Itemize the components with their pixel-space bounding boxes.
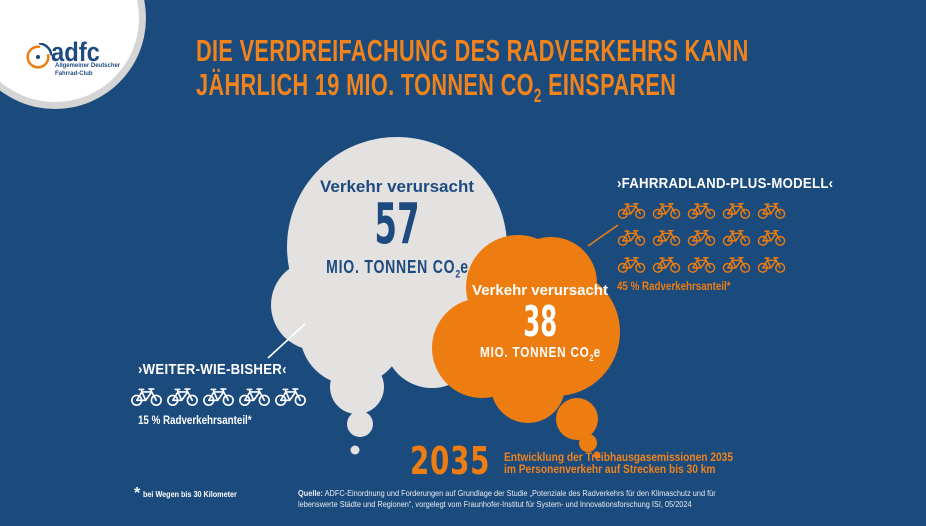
bicycle-icon [652,227,681,247]
right-pointer-line [587,224,619,247]
orange-thought-bubble [432,235,620,459]
year-callout: 2035 [410,439,491,483]
source-note: Quelle: ADFC-Einordnung und Forderungen … [298,489,716,509]
gray-thought-bubble [271,137,507,455]
orange-bubble-label: Verkehr verursacht [472,282,608,299]
bicycle-icon [652,254,681,274]
bicycle-icon [722,200,751,220]
bicycle-icon [617,200,646,220]
bicycle-icon [722,254,751,274]
scenario-right-bike-grid [617,200,789,274]
orange-bubble-value: 38 [523,297,557,346]
bicycle-icon [617,254,646,274]
year-description: Entwicklung der Treibhausgasemissionen 2… [504,450,734,476]
gray-bubble-unit: MIO. TONNEN CO2e [325,257,469,281]
wheel-icon [26,43,52,69]
source-label: Quelle: [298,489,323,498]
bicycle-icon [274,385,307,407]
bicycle-icon [757,200,786,220]
title-line-2: JÄHRLICH 19 MIO. TONNEN CO2 EINSPAREN [196,67,677,108]
co2-subscript: 2 [589,353,594,363]
bicycle-icon [238,385,271,407]
scenario-fahrradland-plus-modell: ›FAHRRADLAND-PLUS-MODELL‹ 45 % Radverkeh… [617,175,834,293]
gray-bubble-content: Verkehr verursacht 57 MIO. TONNEN CO2e [287,176,507,286]
gray-bubble-value: 57 [374,192,420,257]
scenario-weiter-wie-bisher: ›WEITER-WIE-BISHER‹ 15 % Radverkehrsante… [130,361,320,427]
orange-bubble-content: Verkehr verursacht 38 MIO. TONNEN CO2e [450,281,630,367]
bicycle-icon [757,227,786,247]
bicycle-icon [687,254,716,274]
page-title: DIE VERDREIFACHUNG DES RADVERKEHRS KANN … [196,34,926,114]
logo-subtitle: Allgemeiner Deutscher Fahrrad-Club [55,62,121,77]
scenario-left-share: 15 % Radverkehrsanteil* [138,415,252,427]
bicycle-icon [722,227,751,247]
bicycle-icon [166,385,199,407]
bicycle-icon [687,200,716,220]
gray-bubble-label: Verkehr verursacht [319,177,475,196]
scenario-left-bike-row [130,385,320,407]
asterisk-mark: * [134,485,141,502]
bicycle-icon [617,227,646,247]
co2-subscript: 2 [454,268,460,281]
footnote: * bei Wegen bis 30 Kilometer [134,485,238,502]
bicycle-icon [202,385,235,407]
logo-wordmark: adfc [51,37,100,67]
logo-badge-circle [0,0,146,109]
orange-bubble-unit: MIO. TONNEN CO2e [479,344,601,363]
bicycle-icon [130,385,163,407]
scenario-right-label: ›FAHRRADLAND-PLUS-MODELL‹ [617,175,834,192]
title-line-1: DIE VERDREIFACHUNG DES RADVERKEHRS KANN [196,33,749,68]
bicycle-icon [687,227,716,247]
co2-subscript: 2 [533,86,542,108]
scenario-right-share: 45 % Radverkehrsanteil* [617,281,731,293]
scenario-left-label: ›WEITER-WIE-BISHER‹ [138,361,287,378]
left-pointer-line [267,323,306,359]
bicycle-icon [652,200,681,220]
bicycle-icon [757,254,786,274]
